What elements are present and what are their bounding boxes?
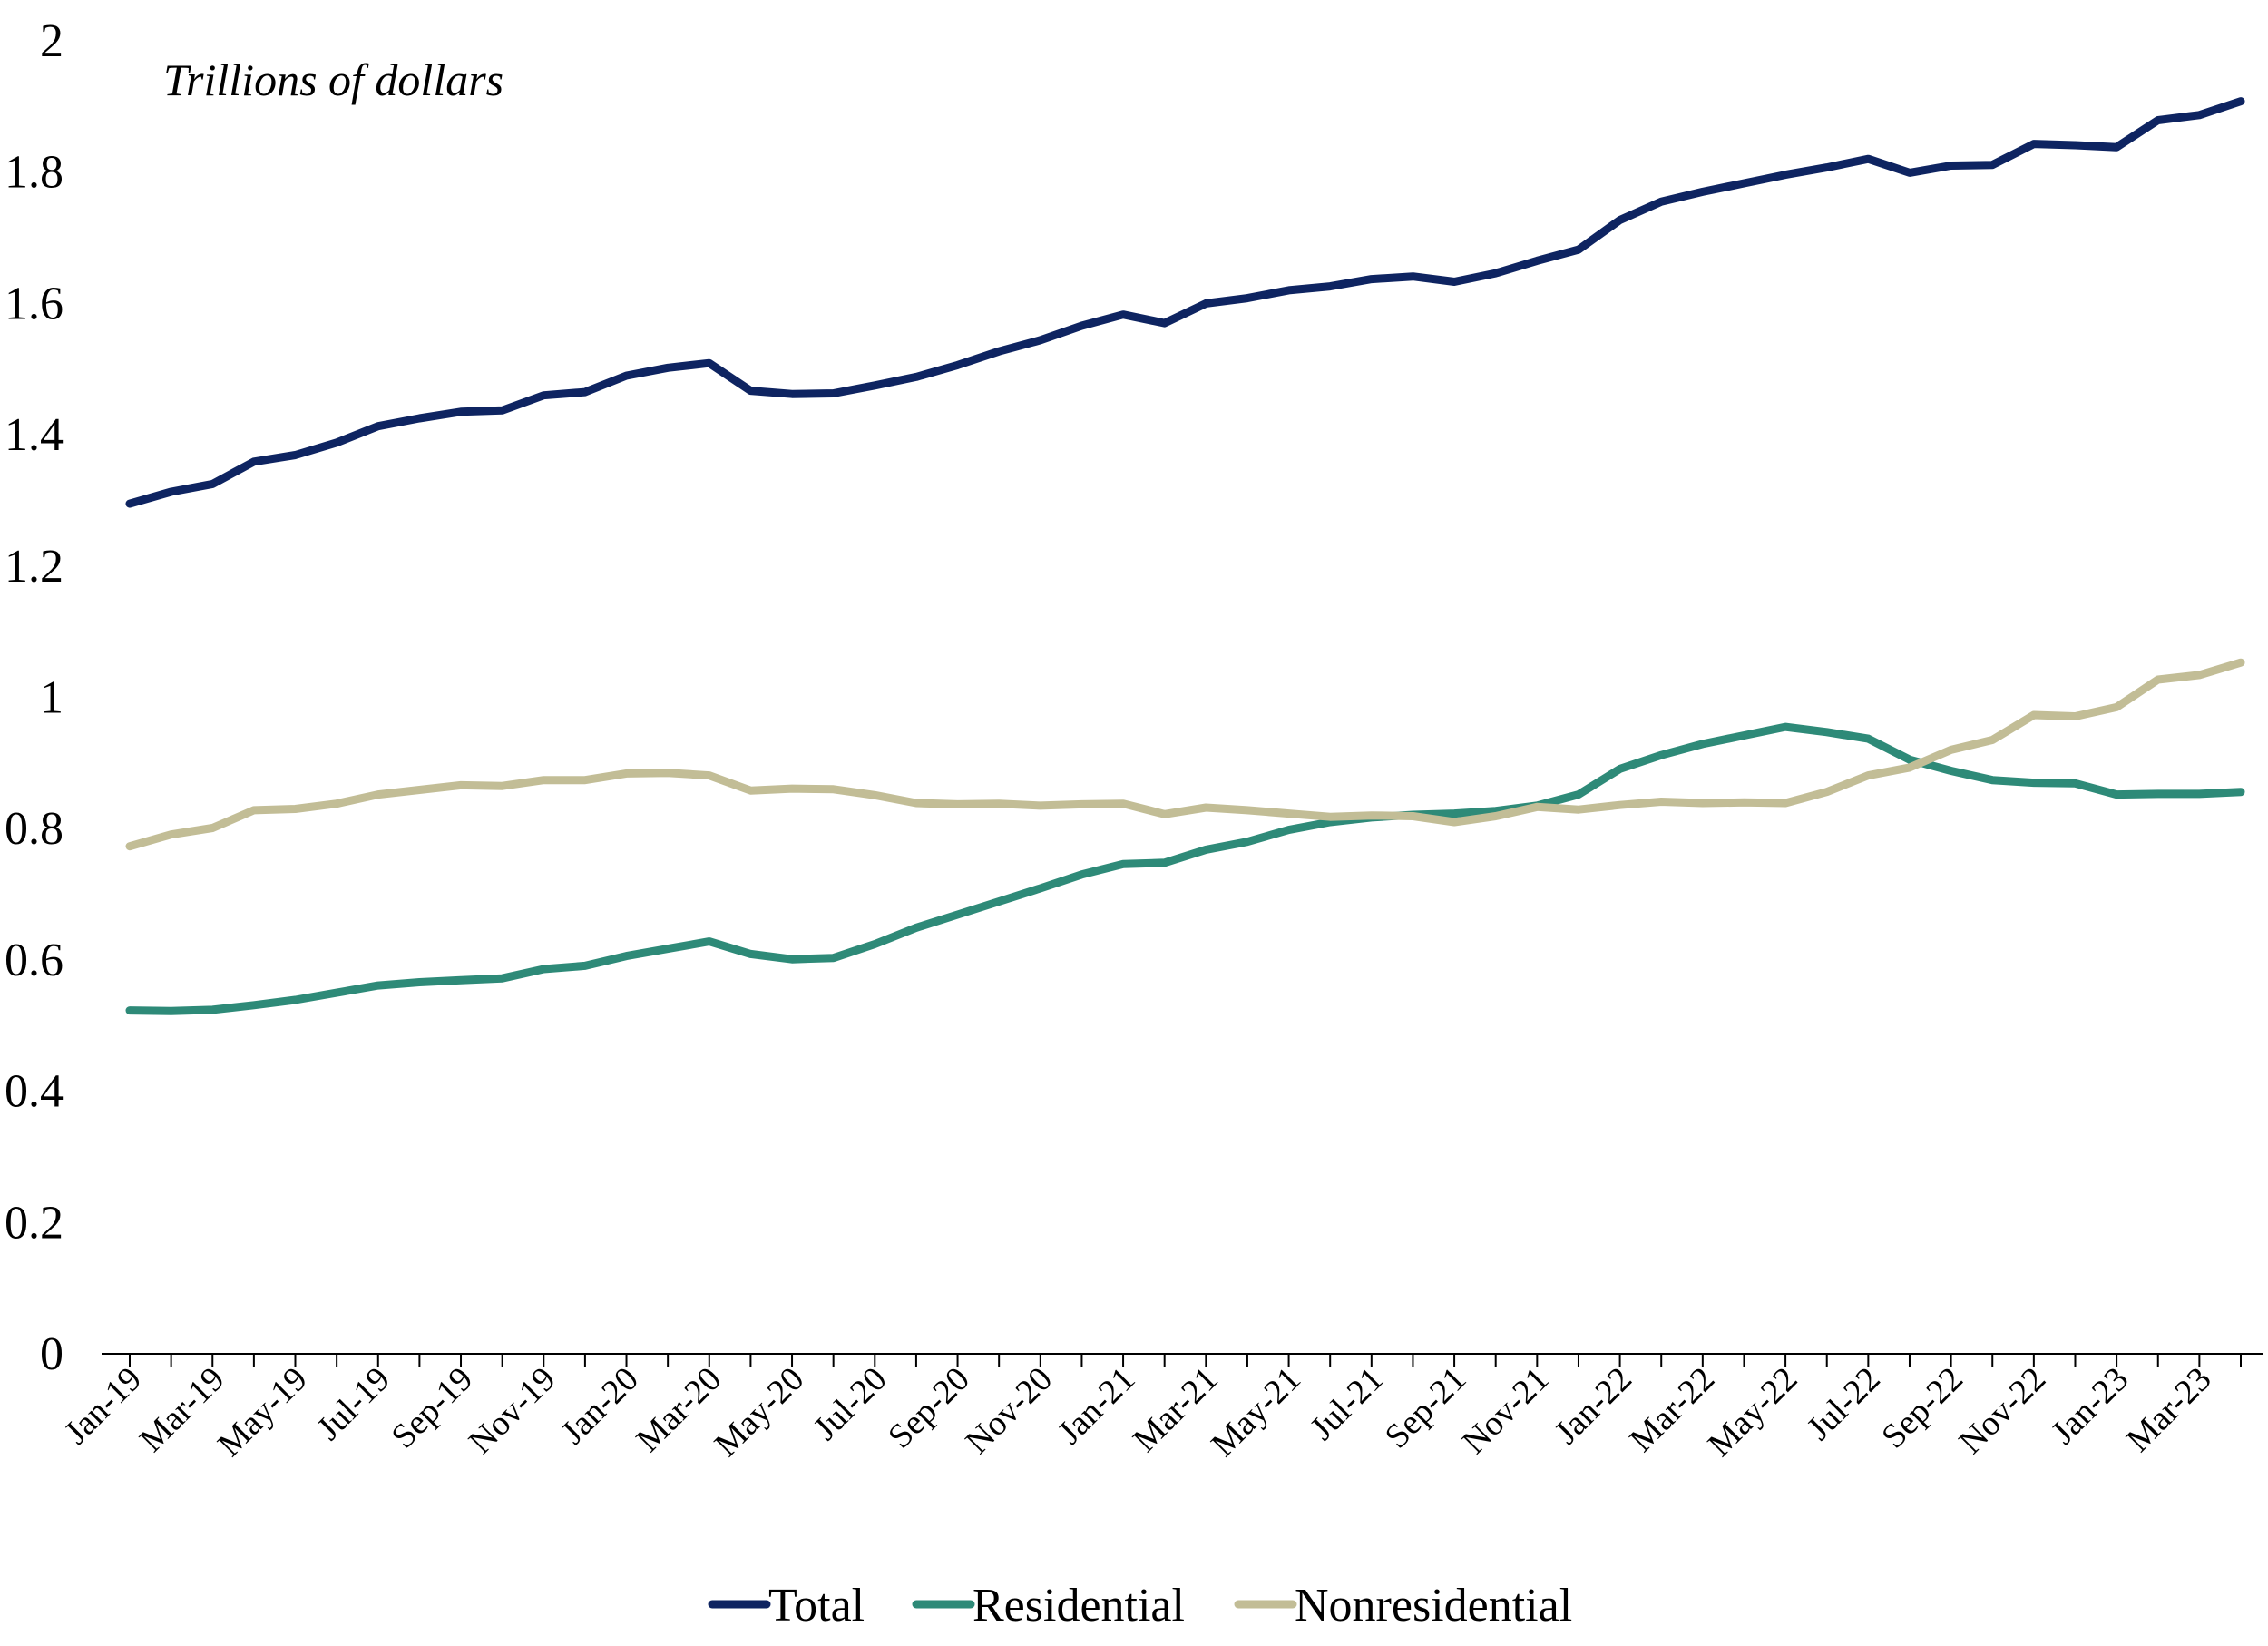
y-tick-label: 0.4 [5,1066,64,1118]
x-tick-label: Jan-21 [1051,1360,1142,1452]
x-tick-label: Jan-23 [2044,1360,2136,1452]
series-line-residential [125,722,2245,1015]
y-tick-label: 1 [40,672,64,724]
x-tick-label: Mar-23 [2119,1360,2219,1460]
x-tick-label: Jan-19 [57,1360,149,1452]
legend: Total Residential Nonresidential [708,1580,1572,1631]
x-tick-label: Sep-19 [385,1360,481,1456]
y-tick-label: 1.8 [5,147,64,199]
series-lines [125,97,2245,1015]
x-tick-label: Jul-20 [807,1360,894,1448]
legend-label: Nonresidential [1295,1580,1572,1631]
y-tick-label: 2 [40,15,64,67]
x-tick-label: May-19 [210,1360,315,1465]
x-tick-label: Sep-22 [1874,1360,1970,1456]
x-tick-label: Jul-21 [1303,1360,1391,1448]
series-line-nonresidential [125,658,2245,851]
x-tick-label: Jan-20 [554,1360,646,1452]
y-tick-label: 0.6 [5,935,64,986]
legend-label: Residential [973,1580,1185,1631]
x-axis-ticks: Jan-19Mar-19May-19Jul-19Sep-19Nov-19Jan-… [57,1354,2242,1465]
legend-item-nonresidential: Nonresidential [1234,1580,1572,1631]
y-tick-label: 1.2 [5,541,64,593]
legend-label: Total [768,1580,865,1631]
y-tick-label: 0.8 [5,803,64,855]
unit-label: Trillions of dollars [163,54,503,105]
x-tick-label: May-21 [1204,1360,1308,1465]
x-tick-label: Nov-22 [1951,1360,2053,1462]
y-tick-label: 1.4 [5,409,64,461]
x-tick-label: May-22 [1701,1360,1805,1465]
x-tick-label: Jul-22 [1800,1360,1888,1448]
y-axis-ticks: 0 0.2 0.4 0.6 0.8 1 1.2 1.4 1.6 1.8 2 [5,15,64,1380]
x-tick-label: May-20 [708,1360,812,1465]
series-line-total [125,97,2245,508]
x-tick-label: Sep-20 [881,1360,977,1456]
legend-item-residential: Residential [912,1580,1185,1631]
y-tick-label: 0 [40,1328,64,1380]
x-tick-label: Jan-22 [1548,1360,1639,1452]
y-tick-label: 0.2 [5,1197,64,1249]
x-tick-label: Nov-19 [462,1360,563,1462]
x-tick-label: Nov-20 [958,1360,1060,1462]
x-tick-label: Sep-21 [1378,1360,1474,1456]
x-tick-label: Nov-21 [1455,1360,1557,1462]
x-tick-label: Jul-19 [309,1360,397,1448]
y-tick-label: 1.6 [5,278,64,329]
legend-item-total: Total [708,1580,865,1631]
